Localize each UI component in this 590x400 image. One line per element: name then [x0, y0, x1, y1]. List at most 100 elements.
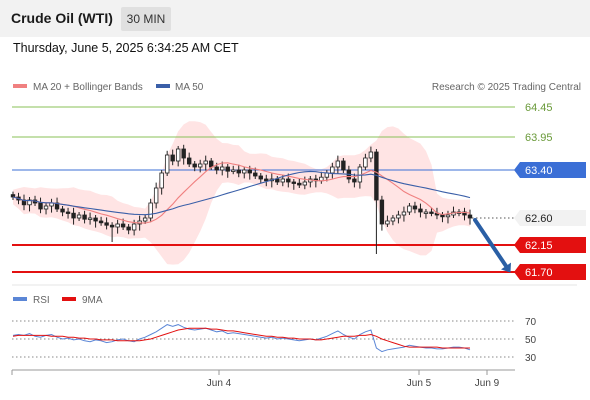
candle-body	[379, 199, 385, 225]
rsi-tick-label: 50	[525, 335, 537, 346]
candle-body	[445, 214, 451, 218]
instrument-title: Crude Oil (WTI)	[11, 10, 113, 26]
candle-body	[109, 224, 115, 228]
price-level-labels: 64.45 63.95 63.40 62.60 62.15 61.70	[514, 102, 586, 280]
candle-body	[186, 157, 192, 165]
candle-body	[236, 169, 241, 174]
rsi-line	[12, 324, 471, 353]
candle-body	[10, 194, 16, 198]
chart-header: Crude Oil (WTI) 30 MIN	[0, 0, 590, 37]
candle-body	[214, 166, 219, 171]
candle-body	[418, 208, 423, 213]
candle-body	[368, 151, 374, 159]
candle-body	[76, 214, 82, 219]
price-level-label: 62.15	[525, 240, 553, 252]
candle-body	[43, 205, 49, 210]
candle-body	[131, 223, 137, 231]
candle-body	[302, 181, 308, 186]
forecast-arrow	[473, 218, 511, 273]
credit-label: Research © 2025 Trading Central	[432, 82, 581, 93]
candle-body	[291, 181, 297, 184]
candle-body	[198, 163, 203, 168]
candle-body	[231, 169, 236, 172]
timestamp: Thursday, June 5, 2025 6:34:25 AM CET	[13, 41, 239, 55]
candle-body	[148, 202, 153, 219]
price-levels	[12, 106, 515, 273]
candle-body	[153, 187, 159, 204]
ma9-legend-swatch	[62, 297, 76, 301]
candle-body	[423, 211, 429, 214]
candle-body	[467, 214, 473, 219]
candle-body	[440, 214, 445, 218]
x-axis-label: Jun 9	[475, 378, 500, 389]
candle-body	[170, 154, 175, 162]
candle-body	[192, 163, 197, 168]
candle-body	[220, 166, 225, 171]
candle-body	[60, 208, 65, 213]
candle-body	[164, 154, 170, 174]
candle-body	[225, 166, 230, 172]
rsi-legend-label: RSI	[33, 295, 50, 306]
candle-body	[209, 160, 214, 168]
rsi-tick-label: 70	[525, 317, 537, 328]
candle-body	[429, 211, 434, 214]
candle-body	[390, 217, 396, 222]
candle-body	[126, 226, 131, 231]
candle-body	[335, 160, 341, 168]
candle-body	[363, 157, 368, 168]
bollinger-bands	[13, 121, 470, 265]
candle-body	[203, 160, 208, 165]
candle-body	[247, 169, 252, 174]
candle-body	[275, 178, 280, 183]
rsi-panel: 30 50 70	[12, 317, 537, 364]
candle-body	[264, 178, 269, 182]
candle-body	[396, 214, 401, 219]
candle-body	[401, 211, 407, 216]
forecast-arrow-shaft	[473, 218, 508, 268]
candle-body	[175, 148, 181, 162]
candle-body	[181, 148, 186, 159]
candle-body	[242, 169, 247, 174]
candle-body	[38, 202, 43, 210]
rsi-ma9-line	[12, 327, 470, 349]
candle-body	[82, 214, 87, 220]
ma50-legend-swatch	[156, 84, 170, 88]
candle-body	[65, 211, 71, 214]
forecast-arrow-head	[501, 262, 511, 273]
candle-body	[159, 172, 164, 189]
candle-body	[98, 220, 104, 224]
moving-averages	[12, 162, 471, 224]
ma20-legend-label: MA 20 + Bollinger Bands	[33, 82, 143, 93]
timeframe-button[interactable]: 30 MIN	[121, 7, 171, 31]
price-level-label: 63.40	[525, 165, 553, 177]
candle-body	[253, 172, 258, 177]
candle-body	[330, 166, 335, 174]
candle-body	[93, 217, 98, 222]
bollinger-band-area	[13, 121, 470, 265]
candle-body	[87, 217, 93, 220]
price-level-tag	[514, 237, 586, 253]
x-axis: Jun 4 Jun 5 Jun 9	[207, 370, 500, 389]
price-level-tag	[514, 162, 586, 178]
rsi-tick-label: 30	[525, 353, 537, 364]
candle-body	[258, 175, 263, 180]
candle-body	[385, 220, 390, 225]
candle-body	[21, 199, 27, 206]
price-level-tag	[514, 264, 586, 280]
price-level-label: 63.95	[525, 132, 553, 144]
candle-body	[324, 172, 330, 178]
candle-body	[407, 205, 412, 213]
x-axis-label: Jun 4	[207, 378, 232, 389]
price-level-tag	[514, 210, 586, 226]
candle-body	[104, 222, 109, 226]
rsi-legend-swatch	[13, 297, 27, 301]
price-level-label: 64.45	[525, 102, 553, 114]
ma20-line	[12, 162, 471, 224]
candle-body	[352, 178, 357, 183]
candles	[10, 144, 473, 254]
price-level-label: 61.70	[525, 267, 553, 279]
price-level-label: 62.60	[525, 213, 553, 225]
candle-body	[341, 160, 346, 171]
candle-body	[71, 212, 76, 219]
ma50-legend-label: MA 50	[175, 82, 204, 93]
